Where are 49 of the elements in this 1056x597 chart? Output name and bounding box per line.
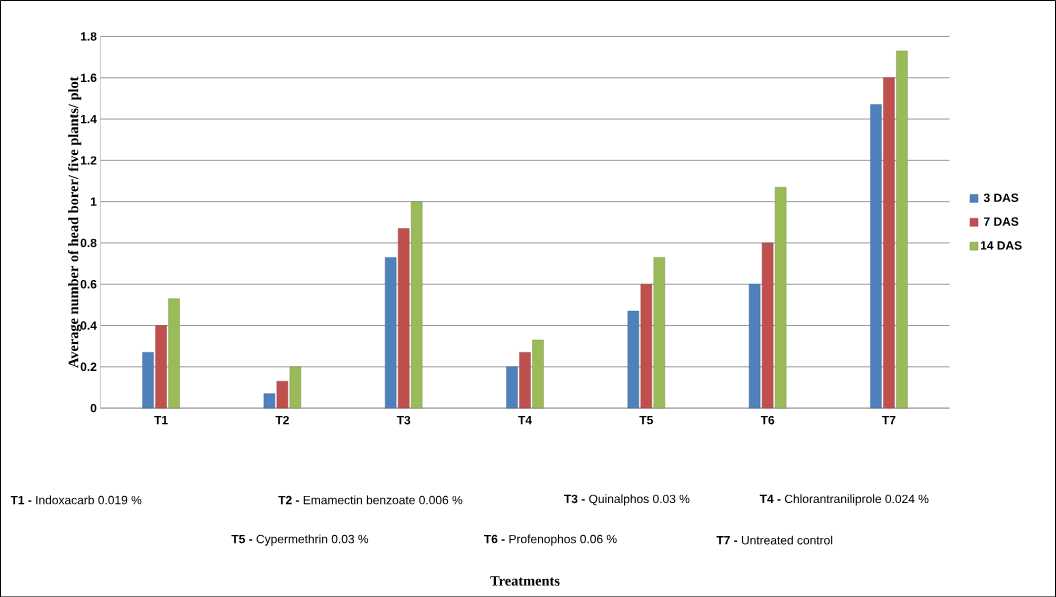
bar [870, 104, 882, 409]
bar [774, 186, 787, 409]
bar [289, 366, 302, 409]
bar [653, 256, 666, 409]
bar [410, 201, 423, 409]
y-tick-label: 1.8 [80, 32, 97, 41]
y-tick-label: 0.4 [80, 321, 97, 330]
legend-label: 14 DAS [980, 241, 1022, 250]
x-tick-label: T2 [275, 415, 289, 425]
legend-label: 3 DAS [983, 193, 1019, 202]
text: Treatments [490, 575, 560, 586]
x-tick-label: T5 [639, 415, 653, 425]
bar [168, 298, 180, 409]
bar [506, 366, 518, 409]
text: T5 - Cypermethrin 0.03 % [231, 534, 369, 546]
bar [142, 351, 154, 409]
legend-label: 7 DAS [984, 217, 1019, 226]
bar [519, 351, 531, 409]
bar [276, 380, 289, 409]
text: T2 - Emamectin benzoate 0.006 % [278, 495, 463, 505]
bar [761, 242, 774, 409]
bar [385, 256, 397, 409]
x-tick-label: T7 [882, 415, 896, 424]
bar [263, 393, 276, 409]
y-tick-label: 0.2 [80, 362, 97, 371]
x-tick-label: T4 [518, 415, 532, 424]
bar [896, 50, 908, 409]
y-tick-label: 1.6 [80, 73, 97, 82]
text: T3 - Quinalphos 0.03 % [564, 494, 690, 506]
text: T6 - Profenophos 0.06 % [483, 534, 617, 546]
bar [155, 325, 167, 409]
bar [398, 228, 410, 409]
x-tick-label: T1 [154, 415, 168, 424]
text: T4 - Chlorantraniliprole 0.024 % [759, 494, 929, 506]
x-tick-label: T6 [760, 415, 775, 425]
y-tick-label: 0.6 [80, 279, 97, 289]
bar [748, 283, 761, 409]
bar [627, 310, 640, 409]
y-tick-label: 1 [90, 197, 97, 206]
bar [883, 77, 895, 409]
y-tick-label: 0 [90, 403, 97, 413]
y-tick-label: 0.8 [80, 238, 97, 247]
y-tick-label: 1.4 [80, 114, 97, 123]
text: T1 - Indoxacarb 0.019 % [10, 495, 142, 505]
bar [532, 339, 544, 409]
y-tick-label: 1.2 [80, 155, 97, 165]
x-tick-label: T3 [396, 415, 411, 425]
text: T7 - Untreated control [716, 535, 833, 545]
bar [640, 283, 653, 409]
